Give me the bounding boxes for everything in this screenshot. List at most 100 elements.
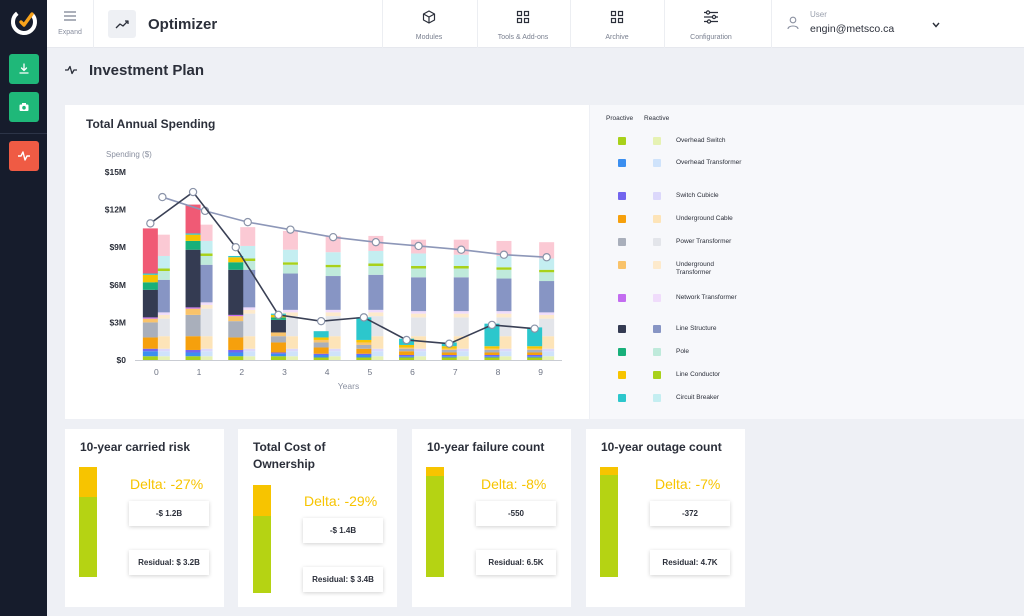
metric-card-total-cost: Total Cost of Ownership Delta: -29% -$ 1… <box>238 429 397 607</box>
bar-segment <box>228 257 244 263</box>
bar-segment <box>411 268 427 278</box>
bar-segment <box>185 352 201 357</box>
bar-segment <box>282 351 298 357</box>
user-label: User <box>810 10 827 19</box>
nav-modules-label: Modules <box>415 34 443 41</box>
x-axis-title: Years <box>338 381 359 391</box>
bar-segment <box>185 314 201 337</box>
bar-segment <box>313 331 329 338</box>
app-logo-icon[interactable] <box>10 8 38 36</box>
legend-label: Switch Cubicle <box>676 192 719 199</box>
bar-segment <box>154 234 170 256</box>
metric-title: 10-year failure count <box>427 440 545 454</box>
x-tick-label: 6 <box>410 367 415 377</box>
metric-bar-residual <box>600 475 618 577</box>
bar-segment <box>527 346 543 349</box>
legend-proactive-swatch <box>618 394 626 402</box>
legend-reactive-swatch <box>653 325 661 333</box>
line-point <box>499 250 509 259</box>
bar-segment <box>240 348 256 352</box>
trend-icon-box <box>108 10 136 38</box>
snapshot-button[interactable] <box>9 92 39 122</box>
metric-bar <box>600 467 618 577</box>
bar-segment <box>527 352 543 355</box>
bar-segment <box>484 346 500 349</box>
bar-segment <box>197 224 213 241</box>
bar-segment <box>399 348 415 352</box>
bar-segment <box>240 307 256 310</box>
nav-modules[interactable]: Modules <box>383 10 475 41</box>
expand-button[interactable]: Expand <box>53 8 87 36</box>
bar-segment <box>399 356 415 358</box>
reactive-trend-line <box>162 196 547 259</box>
trend-up-icon <box>115 20 129 29</box>
nav-tools-addons[interactable]: Tools & Add-ons <box>477 10 569 41</box>
bar-segment <box>453 348 469 352</box>
metric-title: Total Cost of Ownership <box>253 440 326 471</box>
bar-segment <box>325 264 341 268</box>
cube-icon <box>422 10 436 24</box>
bar-segment <box>197 351 213 357</box>
bar-segment <box>197 253 213 256</box>
bar-segment <box>325 252 341 265</box>
legend-proactive-swatch <box>618 348 626 356</box>
bar-segment <box>356 357 372 360</box>
bar-segment <box>411 311 427 314</box>
bar-segment <box>228 269 244 315</box>
bar-segment <box>282 264 298 274</box>
bar-segment <box>240 351 256 357</box>
download-button[interactable] <box>9 54 39 84</box>
bar-segment <box>441 356 457 358</box>
bar-segment <box>411 336 427 349</box>
bar-segment <box>411 351 427 357</box>
line-point <box>243 217 252 227</box>
bar-segment <box>484 352 500 355</box>
bar-segment <box>313 347 329 354</box>
spending-chart: Spending ($) $0 $3M $6M $9M $12M $15M 0 1 2 3 4 5 6 7 8… <box>105 150 562 391</box>
bar-segment <box>325 312 341 317</box>
bar-segment <box>368 263 384 266</box>
bar-segment <box>411 356 427 360</box>
y-tick-label: $15M <box>105 167 126 177</box>
bar-segment <box>282 273 298 310</box>
bar-segment <box>484 348 500 350</box>
legend-proactive-swatch <box>618 371 626 379</box>
line-point <box>402 335 411 345</box>
nav-configuration[interactable]: Configuration <box>665 10 757 41</box>
legend-proactive-swatch <box>618 137 626 145</box>
bar-segment <box>325 309 341 313</box>
metric-delta: Delta: -7% <box>655 476 721 492</box>
bar-segment <box>282 356 298 360</box>
legend-proactive-swatch <box>618 261 626 269</box>
bar-segment <box>154 356 170 360</box>
bar-segment <box>197 348 213 352</box>
line-point <box>316 316 326 326</box>
bar-segment <box>282 336 298 349</box>
chevron-down-icon <box>932 22 940 28</box>
bar-segment <box>228 321 244 338</box>
metric-bar-residual <box>426 476 444 577</box>
nav-archive[interactable]: Archive <box>571 10 663 41</box>
legend-reactive-swatch <box>653 261 661 269</box>
nav-configuration-label: Configuration <box>690 34 732 41</box>
left-rail <box>0 0 47 616</box>
bar-segment <box>270 332 286 337</box>
line-point <box>530 324 539 333</box>
y-tick-label: $6M <box>109 280 126 290</box>
bar-segment <box>356 342 372 345</box>
bar-segment <box>368 336 384 349</box>
line-point <box>328 232 338 242</box>
metric-change-box: -550 <box>476 501 556 526</box>
chart-legend: Proactive Reactive Overhead Switch Overhe… <box>590 105 1024 419</box>
bar-segment <box>453 268 469 278</box>
investment-plan-nav-button[interactable] <box>9 141 39 171</box>
bar-segment <box>142 317 158 319</box>
metric-delta: Delta: -29% <box>304 493 378 509</box>
bar-segment <box>399 354 415 357</box>
pulse-icon <box>18 151 30 161</box>
metric-residual: Residual: 4.7K <box>662 558 718 567</box>
legend-label: Overhead Switch <box>676 137 726 144</box>
bar-segment <box>197 240 213 254</box>
legend-reactive-swatch <box>653 215 661 223</box>
y-axis-title: Spending ($) <box>106 150 152 159</box>
